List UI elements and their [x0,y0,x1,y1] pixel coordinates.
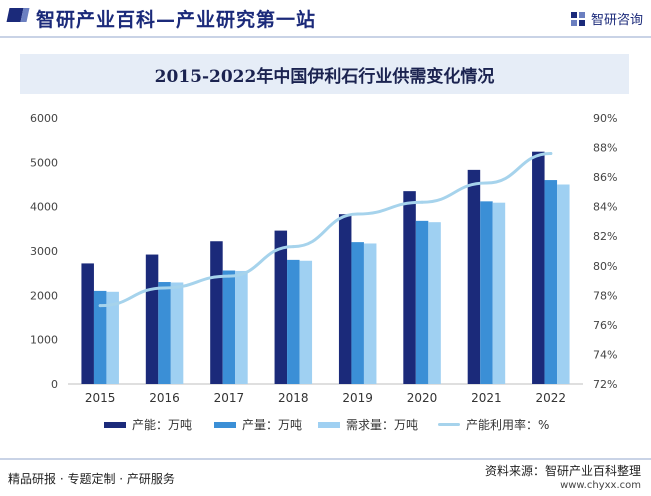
left-axis-tick-label: 3000 [30,245,58,258]
left-axis-tick-label: 5000 [30,156,58,169]
bar-output [351,242,364,384]
x-axis-tick-label: 2016 [149,391,180,405]
utilization-point [420,200,424,204]
source-text: 资料来源：智研产业百科整理 [484,464,641,478]
bar-demand [235,270,248,384]
legend-label-utilization: 产能利用率：% [466,418,550,432]
right-axis-tick-label: 72% [593,378,617,391]
legend-label-demand: 需求量：万吨 [346,418,419,432]
left-axis-tick-label: 6000 [30,112,58,125]
top-header: 智研产业百科—产业研究第一站 智研咨询 [0,0,651,38]
x-axis-tick-label: 2017 [214,391,245,405]
x-axis-tick-label: 2015 [85,391,116,405]
legend-swatch-utilization [438,423,460,426]
right-axis-tick-label: 88% [593,142,617,155]
right-axis-tick-label: 78% [593,289,617,302]
x-axis-tick-label: 2019 [342,391,373,405]
legend-item-capacity: 产能：万吨 [104,416,192,433]
bar-output [415,220,429,384]
bar-demand [170,282,184,384]
x-axis-tick-label: 2020 [407,391,438,405]
bar-capacity [403,191,416,384]
right-axis-tick-label: 74% [593,348,617,361]
bar-demand [428,222,441,384]
legend-label-output: 产量：万吨 [242,418,303,432]
logo-mark-accent [20,8,30,22]
bar-output [287,259,300,384]
bar-capacity [145,254,159,384]
footer-source: 资料来源：智研产业百科整理 www.chyxx.com [485,462,641,491]
right-axis-tick-label: 86% [593,171,617,184]
bar-capacity [81,263,94,384]
right-axis-tick-label: 82% [593,230,617,243]
utilization-point [356,212,360,216]
legend: 产能：万吨 产量：万吨 需求量：万吨 产能利用率：% [0,416,651,434]
bar-demand [492,202,506,384]
right-axis-tick-label: 90% [593,112,617,125]
bar-output [158,282,171,384]
chart-canvas: 0 1000 2000 3000 4000 5000 6000 72% 74% 76% 78% 80%… [30,112,617,405]
utilization-point [98,304,102,308]
brand-logo[interactable]: 智研咨询 [570,9,643,28]
x-axis-tick-label: 2018 [278,391,309,405]
bar-output [93,290,107,384]
left-axis-tick-label: 4000 [30,201,58,214]
utilization-point [163,286,167,290]
bar-demand [106,291,119,384]
utilization-line [98,151,553,308]
bar-capacity [532,151,545,384]
brand-icon [570,11,585,26]
bar-capacity [274,230,288,384]
bar-capacity [338,214,352,384]
bar-output [480,201,493,384]
bar-demand [363,243,377,384]
legend-swatch-output [214,421,236,428]
utilization-point [227,274,231,278]
left-axis-tick-label: 2000 [30,289,58,302]
site-title: 智研产业百科—产业研究第一站 [36,9,317,31]
bar-output [544,180,558,384]
utilization-point [484,181,488,185]
utilization-point [549,151,553,155]
legend-item-output: 产量：万吨 [214,416,302,433]
footer-tagline: 精品研报 · 专题定制 · 产研服务 [8,472,175,486]
legend-swatch-capacity [104,421,126,428]
right-axis-tick-label: 84% [593,201,617,214]
bar-capacity [467,169,481,384]
utilization-point [291,245,295,249]
chart-title-bar: 2015-2022年中国伊利石行业供需变化情况 [20,54,629,94]
bar-output [222,270,236,384]
footer-divider [0,458,651,460]
right-axis-tick-label: 76% [593,319,617,332]
legend-label-capacity: 产能：万吨 [132,418,193,432]
brand-label: 智研咨询 [590,13,643,28]
right-axis-tick-label: 80% [593,260,617,273]
left-axis-tick-label: 1000 [30,334,58,347]
x-axis-tick-label: 2021 [471,391,502,405]
legend-item-demand: 需求量：万吨 [318,416,418,433]
chart-title: 2015-2022年中国伊利石行业供需变化情况 [154,66,495,87]
x-axis-tick-label: 2022 [536,391,567,405]
source-url[interactable]: www.chyxx.com [560,480,641,491]
legend-item-utilization: 产能利用率：% [438,416,549,433]
bar-capacity [210,241,223,384]
legend-swatch-demand [318,421,340,428]
left-axis-tick-label: 0 [51,378,58,391]
bar-demand [299,260,313,384]
bar-demand [557,184,570,384]
